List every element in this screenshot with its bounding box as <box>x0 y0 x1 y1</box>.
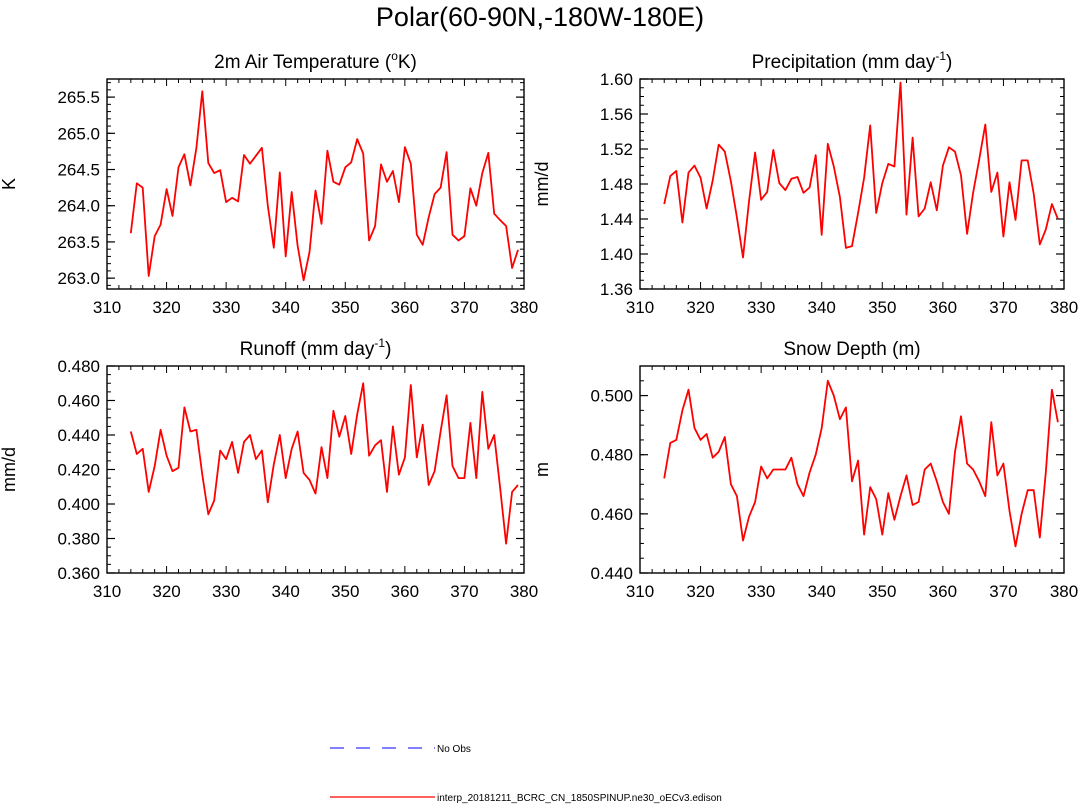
y-tick-label: 1.56 <box>600 105 633 124</box>
panel-title: Runoff (mm day-1) <box>240 336 392 360</box>
y-axis-label: mm/d <box>0 447 19 492</box>
y-tick-label: 264.5 <box>57 161 100 180</box>
panel-4: Snow Depth (m) 310 320 330 340 350 360 370 380 0.… <box>532 339 1078 601</box>
y-tick-label: 0.400 <box>57 495 100 514</box>
panel-1: 2m Air Temperature (oK) 310 320 330 340 350 36… <box>0 49 538 317</box>
x-tick-label: 350 <box>868 298 896 317</box>
x-tick-label: 330 <box>212 582 240 601</box>
x-tick-label: 320 <box>686 582 714 601</box>
y-tick-label: 0.500 <box>590 387 633 406</box>
x-tick-label: 380 <box>510 298 538 317</box>
x-tick-label: 350 <box>868 582 896 601</box>
y-tick-label: 1.40 <box>600 245 633 264</box>
y-tick-label: 0.440 <box>590 564 633 583</box>
x-tick-label: 330 <box>747 582 775 601</box>
y-tick-label: 0.420 <box>57 461 100 480</box>
plot-frame <box>106 365 525 574</box>
y-tick-label: 1.48 <box>600 175 633 194</box>
x-tick-label: 380 <box>1050 582 1078 601</box>
series-line-1 <box>129 382 519 545</box>
y-tick-label: 1.60 <box>600 70 633 89</box>
panel-title: Snow Depth (m) <box>783 339 920 360</box>
x-tick-label: 350 <box>331 298 359 317</box>
x-tick-label: 340 <box>808 298 836 317</box>
x-tick-label: 320 <box>152 298 180 317</box>
legend-label-1: No Obs <box>437 744 471 755</box>
x-tick-label: 340 <box>272 582 300 601</box>
panel-3: Runoff (mm day-1) 310 320 330 340 350 360 370 38… <box>0 336 538 601</box>
x-tick-label: 320 <box>152 582 180 601</box>
y-tick-label: 264.0 <box>57 197 100 216</box>
x-tick-label: 370 <box>989 298 1017 317</box>
y-tick-label: 0.460 <box>590 505 633 524</box>
y-tick-label: 0.360 <box>57 564 100 583</box>
x-tick-label: 310 <box>626 298 654 317</box>
series-line-1 <box>663 379 1059 548</box>
y-tick-label: 1.36 <box>600 280 633 299</box>
x-tick-label: 340 <box>272 298 300 317</box>
y-tick-label: 0.460 <box>57 392 100 411</box>
y-axis-label: mm/d <box>532 162 552 207</box>
y-axis-label: m <box>532 462 552 477</box>
legend: No Obs interp_20181211_BCRC_CN_1850SPINUP… <box>330 744 722 804</box>
x-tick-label: 370 <box>450 298 478 317</box>
y-tick-label: 263.0 <box>57 269 100 288</box>
x-tick-label: 360 <box>391 298 419 317</box>
x-tick-label: 310 <box>626 582 654 601</box>
y-tick-label: 263.5 <box>57 233 100 252</box>
x-tick-label: 370 <box>989 582 1017 601</box>
x-tick-label: 370 <box>450 582 478 601</box>
x-tick-label: 360 <box>929 582 957 601</box>
panels-group: 2m Air Temperature (oK) 310 320 330 340 350 36… <box>0 49 1078 601</box>
y-tick-label: 265.0 <box>57 124 100 143</box>
x-tick-label: 320 <box>686 298 714 317</box>
series-line-1 <box>129 90 519 282</box>
y-axis-label: K <box>0 178 19 190</box>
x-tick-label: 350 <box>331 582 359 601</box>
panel-2: Precipitation (mm day-1) 310 320 330 340 350 3… <box>532 49 1078 317</box>
figure-title: Polar(60-90N,-180W-180E) <box>375 2 705 32</box>
panel-title: 2m Air Temperature (oK) <box>214 49 417 73</box>
x-tick-label: 360 <box>391 582 419 601</box>
panel-title: Precipitation (mm day-1) <box>752 49 953 73</box>
legend-label-2: interp_20181211_BCRC_CN_1850SPINUP.ne30_… <box>437 793 722 804</box>
y-tick-label: 265.5 <box>57 88 100 107</box>
y-tick-label: 0.480 <box>57 357 100 376</box>
x-tick-label: 360 <box>929 298 957 317</box>
x-tick-label: 330 <box>747 298 775 317</box>
y-tick-label: 1.52 <box>600 140 633 159</box>
x-tick-label: 380 <box>510 582 538 601</box>
y-tick-label: 0.440 <box>57 426 100 445</box>
plot-frame <box>106 78 525 290</box>
x-tick-label: 310 <box>93 298 121 317</box>
x-tick-label: 340 <box>808 582 836 601</box>
series-line-1 <box>663 81 1059 259</box>
y-tick-label: 0.480 <box>590 446 633 465</box>
x-tick-label: 330 <box>212 298 240 317</box>
plot-frame <box>639 78 1065 290</box>
y-tick-label: 0.380 <box>57 530 100 549</box>
x-tick-label: 310 <box>93 582 121 601</box>
x-tick-label: 380 <box>1050 298 1078 317</box>
y-tick-label: 1.44 <box>600 210 633 229</box>
